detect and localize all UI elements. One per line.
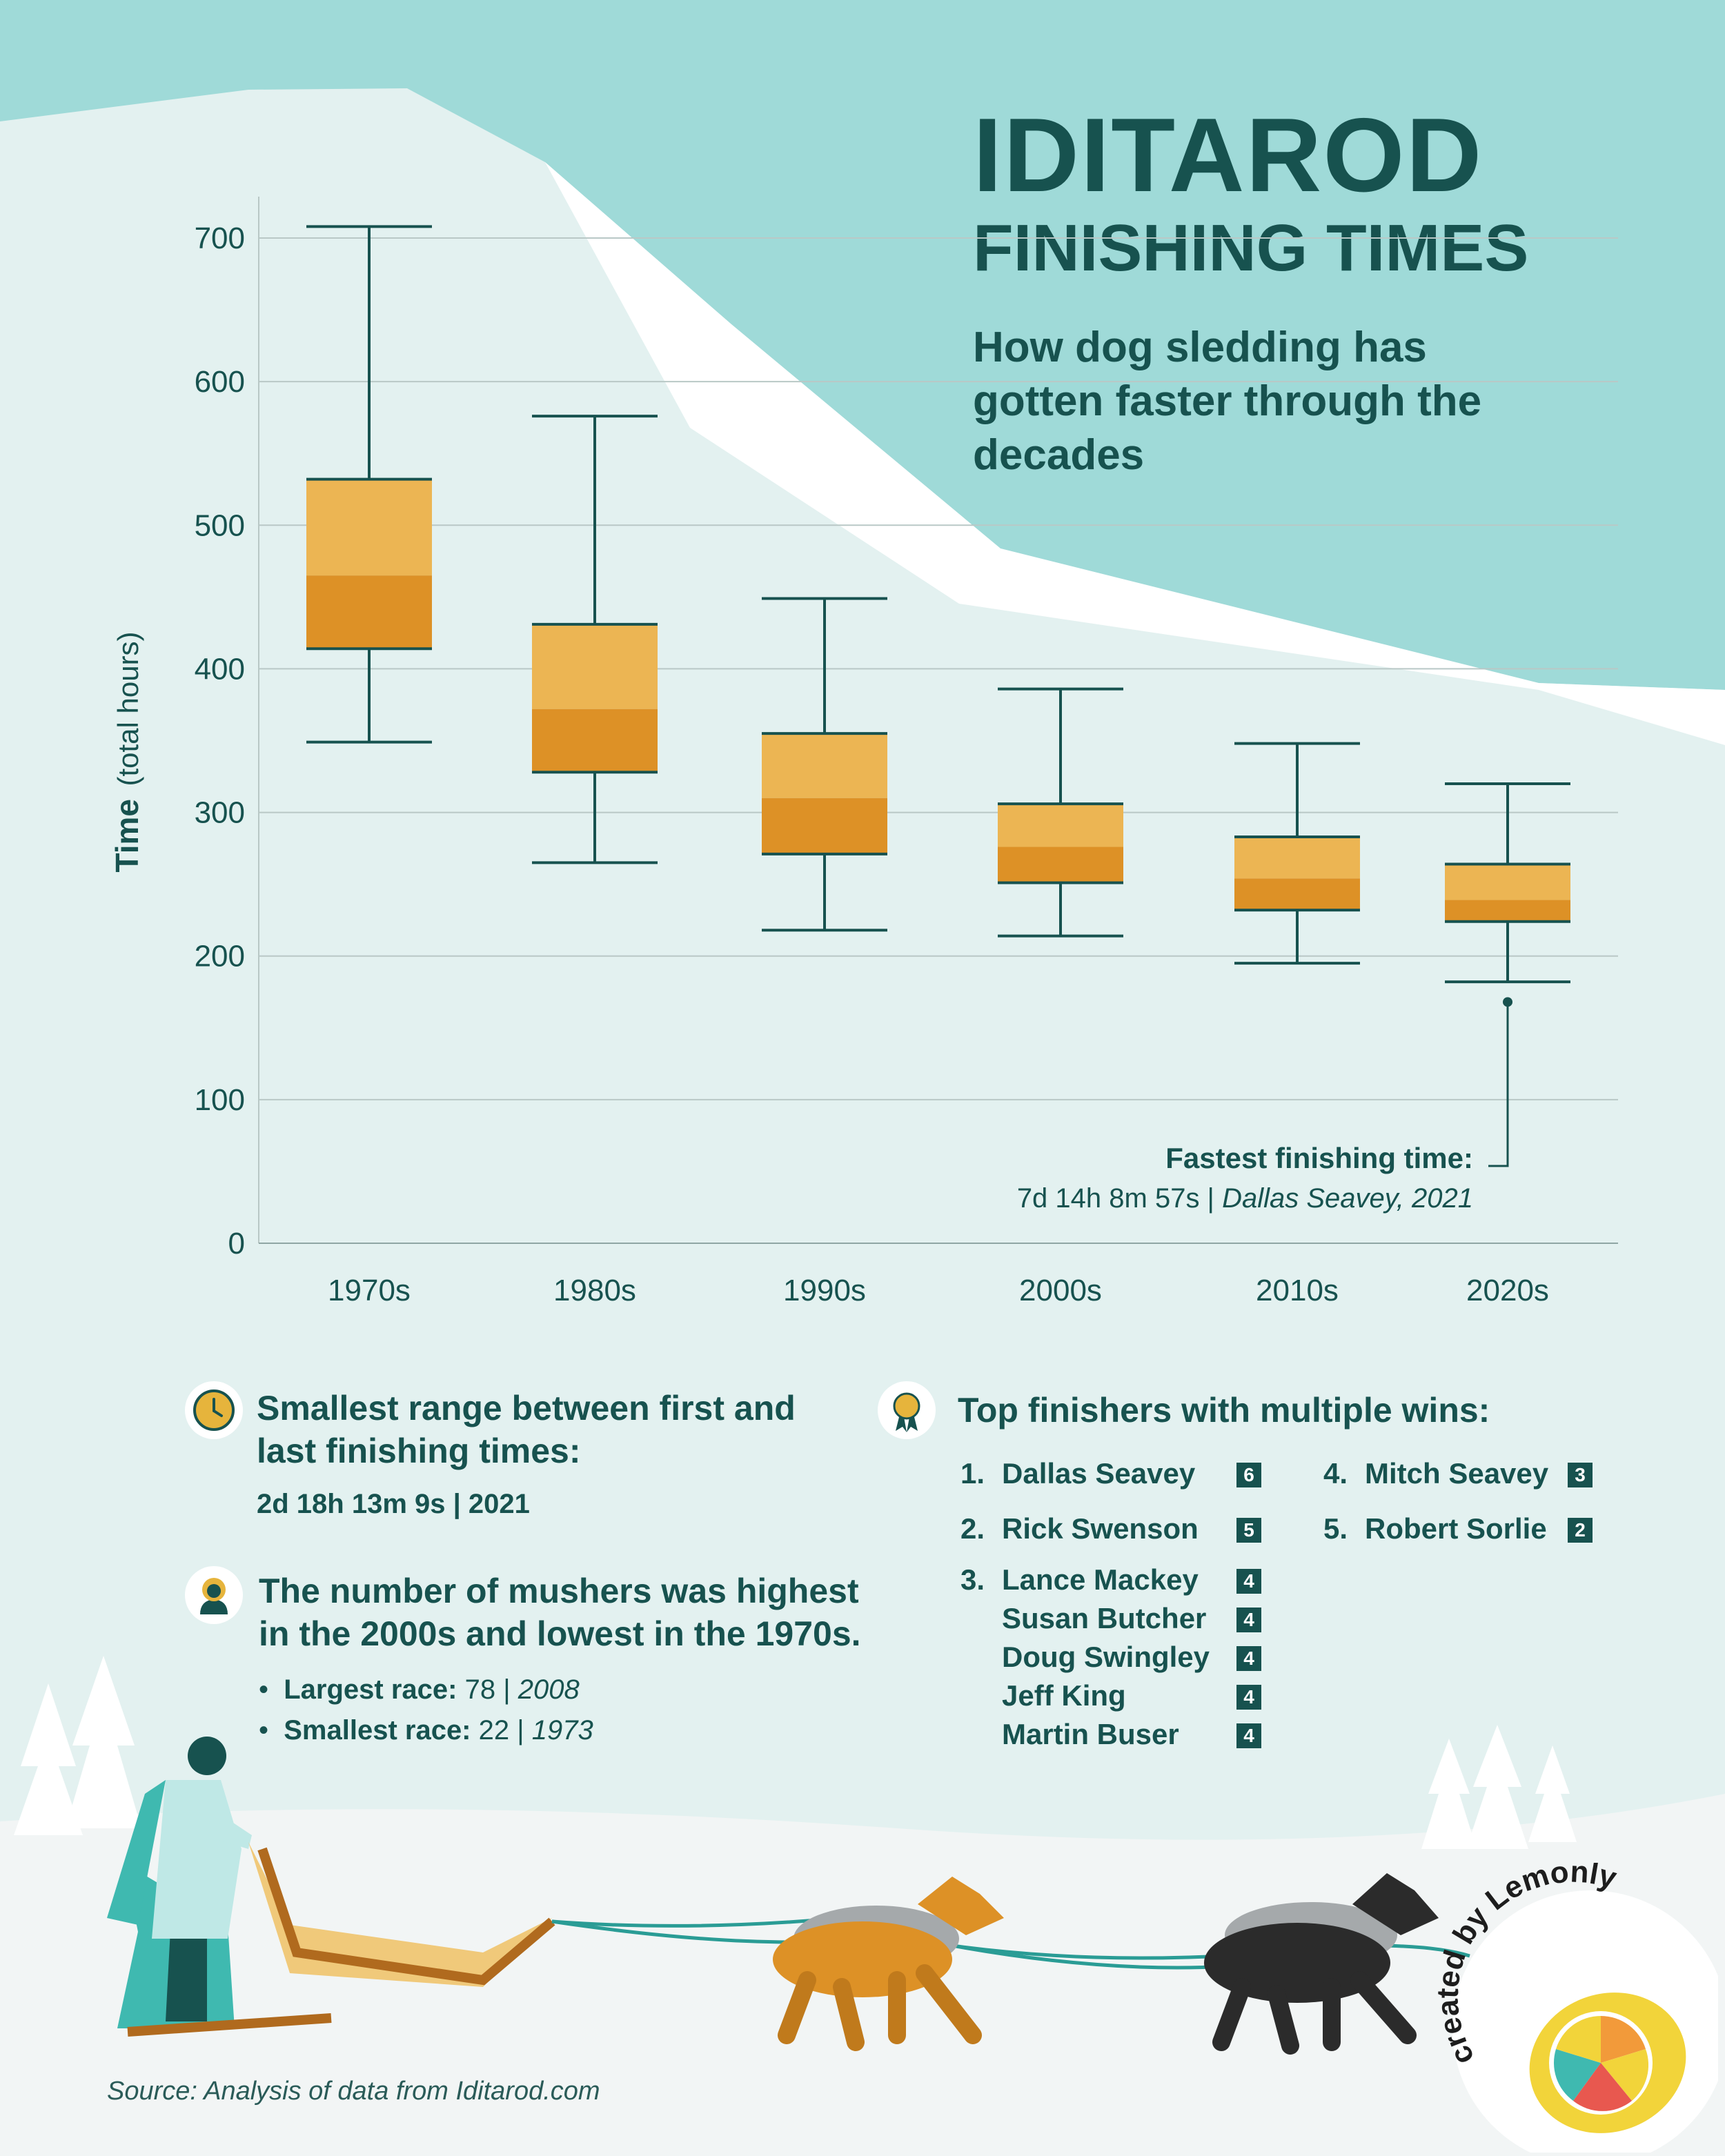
infographic-title: IDITAROD FINISHING TIMES	[973, 103, 1697, 284]
award-icon	[878, 1381, 936, 1439]
winner-rank: 4.	[1323, 1457, 1348, 1490]
box-lower-quartile	[532, 709, 658, 773]
y-tick-label: 0	[228, 1227, 245, 1260]
largest-race-item: • Largest race: 78 | 2008	[259, 1674, 580, 1705]
wins-badge: 4	[1236, 1569, 1261, 1594]
y-axis-label-bold: Time	[109, 799, 145, 873]
box-upper-quartile	[532, 624, 658, 709]
smallest-race-item: • Smallest race: 22 | 1973	[259, 1715, 593, 1745]
largest-race-year: 2008	[518, 1674, 580, 1705]
musher-illustration	[107, 1737, 555, 2037]
box-upper-quartile	[1445, 864, 1570, 900]
box-2020s	[1445, 782, 1570, 984]
musher-icon	[185, 1566, 243, 1624]
smallest-race-label: Smallest race:	[284, 1715, 471, 1745]
smallest-range-value: 2d 18h 13m 9s | 2021	[257, 1489, 530, 1519]
y-axis-label: Time (total hours)	[109, 631, 145, 872]
y-tick-label: 100	[195, 1083, 245, 1117]
box-upper-quartile	[306, 479, 432, 576]
winner-rank: 2.	[960, 1512, 985, 1545]
y-tick-label: 600	[195, 365, 245, 399]
wins-badge: 4	[1236, 1685, 1261, 1710]
wins-badge: 4	[1236, 1608, 1261, 1632]
x-tick-label: 1980s	[553, 1274, 636, 1307]
box-lower-quartile	[998, 847, 1123, 883]
winner-rank: 1.	[960, 1457, 985, 1490]
wins-badge: 2	[1568, 1518, 1593, 1543]
outlier-leader-line	[1488, 1002, 1509, 1167]
x-tick-label: 1970s	[328, 1274, 411, 1307]
box-lower-quartile	[306, 575, 432, 649]
fastest-value: 7d 14h 8m 57s | Dallas Seavey, 2021	[828, 1183, 1473, 1214]
title-main: IDITAROD	[973, 97, 1483, 214]
box-1980s	[532, 415, 658, 864]
wins-badge: 5	[1236, 1518, 1261, 1543]
y-tick-label: 300	[195, 796, 245, 830]
wins-badge: 6	[1236, 1463, 1261, 1487]
y-tick-label: 400	[195, 652, 245, 686]
title-sub: FINISHING TIMES	[973, 211, 1529, 285]
mushers-block: The number of mushers was highest in the…	[259, 1570, 880, 1746]
y-tick-label: 200	[195, 940, 245, 973]
box-upper-quartile	[998, 804, 1123, 847]
boxplot-chart: 0 100 200 300 400 500 600 700 1970s 1980s 1990s 20…	[109, 197, 1618, 1307]
box-lower-quartile	[762, 798, 887, 854]
source-note: Source: Analysis of data from Iditarod.c…	[107, 2077, 600, 2106]
winner-name: Martin Buser	[1002, 1718, 1179, 1750]
winner-name: Jeff King	[1002, 1679, 1126, 1712]
chart-grid	[258, 197, 1618, 1244]
winner-name: Susan Butcher	[1002, 1602, 1207, 1634]
wins-badge: 4	[1236, 1723, 1261, 1748]
smallest-race-value: 22 |	[471, 1715, 532, 1745]
box-2010s	[1234, 742, 1360, 965]
fastest-who: Dallas Seavey, 2021	[1222, 1183, 1473, 1214]
mushers-heading: The number of mushers was highest in the…	[259, 1572, 861, 1653]
x-tick-label: 1990s	[783, 1274, 866, 1307]
winner-rank: 3.	[960, 1563, 985, 1596]
winner-name: Robert Sorlie	[1365, 1512, 1547, 1545]
box-1990s	[762, 597, 887, 932]
box-lower-quartile	[1234, 878, 1360, 911]
y-tick-label: 700	[195, 221, 245, 255]
y-axis-label-unit: (total hours)	[112, 631, 144, 786]
clock-icon	[185, 1381, 243, 1439]
winner-name: Doug Swingley	[1002, 1641, 1210, 1673]
winner-name: Dallas Seavey	[1002, 1457, 1196, 1490]
fastest-annotation: Fastest finishing time: 7d 14h 8m 57s | …	[828, 1142, 1473, 1214]
winner-name: Lance Mackey	[1002, 1563, 1199, 1596]
smallest-range-block: Smallest range between first and last fi…	[257, 1387, 850, 1520]
subtitle: How dog sledding has gotten faster throu…	[973, 324, 1482, 479]
fastest-annotation-line	[1488, 997, 1512, 1167]
x-tick-label: 2000s	[1019, 1274, 1102, 1307]
box-1970s	[306, 225, 432, 744]
y-axis: 0 100 200 300 400 500 600 700	[195, 221, 245, 1260]
fastest-time: 7d 14h 8m 57s |	[1016, 1183, 1223, 1214]
wins-badge: 4	[1236, 1646, 1261, 1671]
x-tick-label: 2020s	[1466, 1274, 1549, 1307]
smallest-range-heading: Smallest range between first and last fi…	[257, 1389, 796, 1470]
box-lower-quartile	[1445, 900, 1570, 922]
boxplot-series	[306, 225, 1570, 984]
largest-race-value: 78 |	[457, 1674, 518, 1705]
box-upper-quartile	[1234, 836, 1360, 879]
winners-heading: Top finishers with multiple wins:	[958, 1391, 1490, 1430]
wins-badge: 3	[1568, 1463, 1593, 1487]
lemonly-badge: created by Lemonly	[1435, 1863, 1718, 2153]
winner-name: Mitch Seavey	[1365, 1457, 1549, 1490]
winner-name: Rick Swenson	[1002, 1512, 1199, 1545]
x-axis: 1970s 1980s 1990s 2000s 2010s 2020s	[328, 1274, 1549, 1307]
y-tick-label: 500	[195, 508, 245, 542]
smallest-race-year: 1973	[531, 1715, 593, 1745]
dog-team-illustration	[773, 1873, 1439, 2055]
winner-rank: 5.	[1323, 1512, 1348, 1545]
box-2000s	[998, 687, 1123, 938]
tree-icon	[14, 1656, 1577, 1849]
x-tick-label: 2010s	[1256, 1274, 1339, 1307]
box-upper-quartile	[762, 733, 887, 798]
lemon-icon	[1529, 1992, 1686, 2133]
fastest-label: Fastest finishing time:	[1165, 1142, 1473, 1174]
largest-race-label: Largest race:	[284, 1674, 457, 1705]
